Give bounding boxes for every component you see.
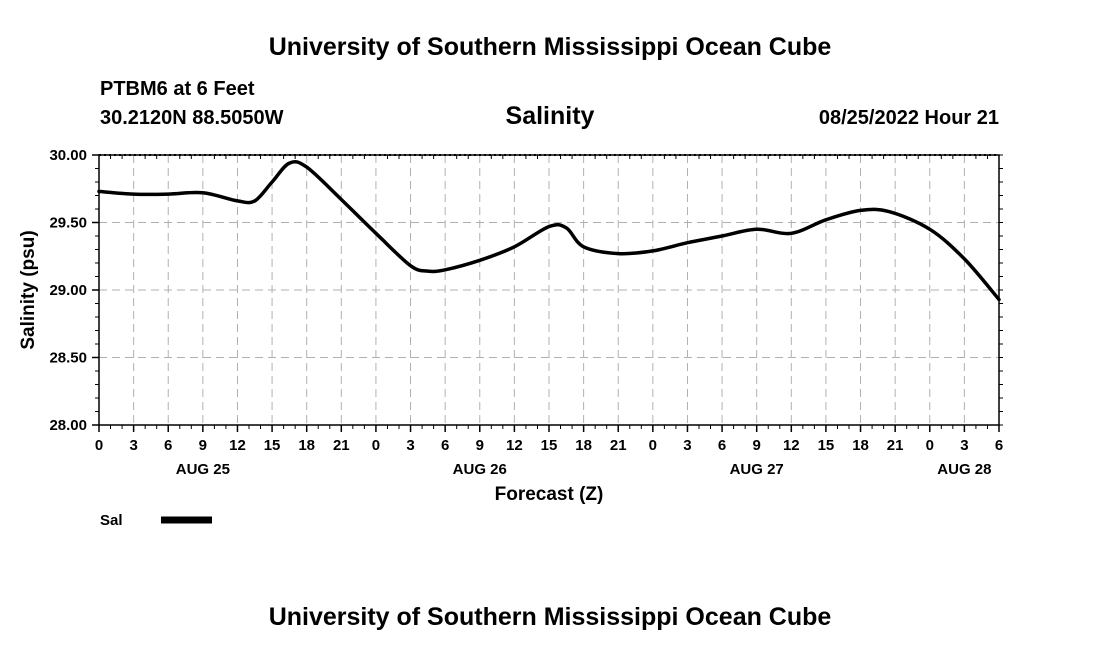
x-tick-label: 9 — [753, 437, 761, 454]
x-tick-label: 18 — [575, 437, 592, 454]
x-tick-label: 15 — [264, 437, 281, 454]
y-axis-label: Salinity (psu) — [18, 230, 39, 349]
x-tick-label: 3 — [406, 437, 414, 454]
station-name: PTBM6 at 6 Feet — [100, 78, 255, 100]
x-tick-label: 6 — [164, 437, 172, 454]
y-tick-label: 29.00 — [49, 282, 87, 299]
x-date-label: AUG 25 — [176, 461, 230, 478]
x-tick-label: 6 — [441, 437, 449, 454]
x-tick-label: 15 — [818, 437, 835, 454]
x-date-label: AUG 27 — [730, 461, 784, 478]
x-tick-label: 15 — [541, 437, 558, 454]
x-tick-label: 0 — [372, 437, 380, 454]
x-tick-label: 0 — [926, 437, 934, 454]
x-tick-label: 6 — [995, 437, 1003, 454]
x-date-label: AUG 28 — [937, 461, 991, 478]
x-tick-label: 6 — [718, 437, 726, 454]
x-tick-label: 12 — [229, 437, 246, 454]
x-tick-label: 18 — [852, 437, 869, 454]
x-tick-label: 18 — [298, 437, 315, 454]
x-tick-label: 3 — [683, 437, 691, 454]
x-axis-label: Forecast (Z) — [495, 484, 604, 505]
footer-title: University of Southern Mississippi Ocean… — [269, 603, 832, 631]
salinity-series-line — [97, 159, 1001, 302]
x-date-label: AUG 26 — [453, 461, 507, 478]
y-tick-label: 28.50 — [49, 350, 87, 367]
y-tick-label: 28.00 — [49, 417, 87, 434]
legend-label: Sal — [100, 512, 123, 529]
forecast-datetime: 08/25/2022 Hour 21 — [819, 107, 999, 129]
x-tick-label: 9 — [199, 437, 207, 454]
x-tick-label: 9 — [476, 437, 484, 454]
x-tick-label: 3 — [129, 437, 137, 454]
x-tick-label: 21 — [333, 437, 350, 454]
x-tick-label: 3 — [960, 437, 968, 454]
x-tick-label: 0 — [649, 437, 657, 454]
main-title: University of Southern Mississippi Ocean… — [269, 33, 832, 61]
y-tick-label: 30.00 — [49, 147, 87, 164]
x-tick-label: 0 — [95, 437, 103, 454]
x-tick-label: 21 — [610, 437, 627, 454]
x-tick-label: 21 — [887, 437, 904, 454]
station-coordinates: 30.2120N 88.5050W — [100, 107, 284, 129]
x-tick-label: 12 — [506, 437, 523, 454]
y-tick-label: 29.50 — [49, 215, 87, 232]
x-tick-label: 12 — [783, 437, 800, 454]
chart-title: Salinity — [506, 102, 595, 130]
